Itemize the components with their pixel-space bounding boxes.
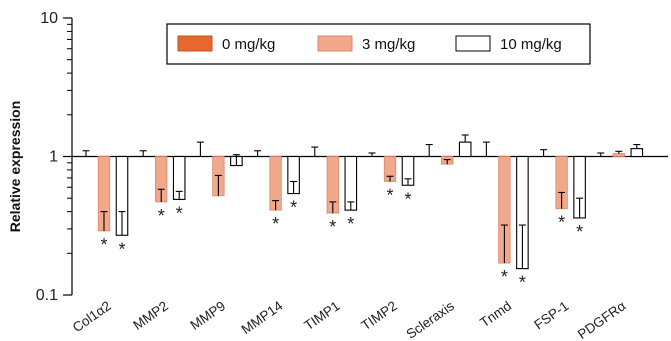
category-label: MMP14 (239, 298, 286, 337)
significance-star: * (176, 203, 183, 223)
significance-star: * (118, 239, 125, 259)
significance-star: * (404, 189, 411, 209)
significance-star: * (100, 235, 107, 255)
bar (630, 148, 644, 158)
significance-star: * (158, 206, 165, 226)
legend-swatch (317, 35, 353, 52)
bar (97, 156, 111, 232)
category-label: Tnmd (477, 298, 514, 330)
category-label: TIMP2 (359, 298, 400, 333)
significance-star: * (558, 213, 565, 233)
legend-label: 3 mg/kg (362, 36, 415, 53)
category-label: Scleraxis (403, 298, 457, 341)
significance-star: * (329, 217, 336, 237)
significance-star: * (272, 214, 279, 234)
legend: 0 mg/kg 3 mg/kg 10 mg/kg (166, 23, 591, 65)
y-tick-label: 1 (49, 149, 58, 166)
y-tick-label: 0.1 (36, 287, 58, 304)
significance-star: * (576, 222, 583, 242)
legend-label: 0 mg/kg (222, 36, 275, 53)
category-labels: Col1α2 MMP2 MMP9 MMP14 TIMP1 TIMP2 Scleraxis Tn… (70, 298, 629, 341)
significance-star: * (501, 267, 508, 287)
significance-star: * (290, 198, 297, 218)
y-axis-label: Relative expression (7, 101, 23, 233)
significance-star: * (347, 214, 354, 234)
significance-star: * (386, 185, 393, 205)
category-label: FSP-1 (531, 298, 571, 332)
significance-markers: * * * * * * * * * * * * * * (100, 185, 583, 292)
legend-swatch (455, 35, 491, 52)
bar (612, 153, 625, 157)
category-label: Col1α2 (70, 298, 114, 335)
bar (458, 141, 472, 158)
category-label: PDGFRα (575, 298, 629, 341)
legend-box (166, 23, 591, 65)
significance-star: * (519, 273, 526, 293)
category-label: TIMP1 (301, 298, 342, 333)
y-tick-label: 10 (40, 10, 58, 27)
error-bars (82, 134, 641, 269)
category-label: MMP9 (188, 298, 229, 333)
category-label: MMP2 (130, 298, 171, 333)
axes: 0.1 1 10 (36, 10, 668, 304)
legend-swatch (177, 35, 213, 52)
legend-label: 10 mg/kg (500, 36, 562, 53)
